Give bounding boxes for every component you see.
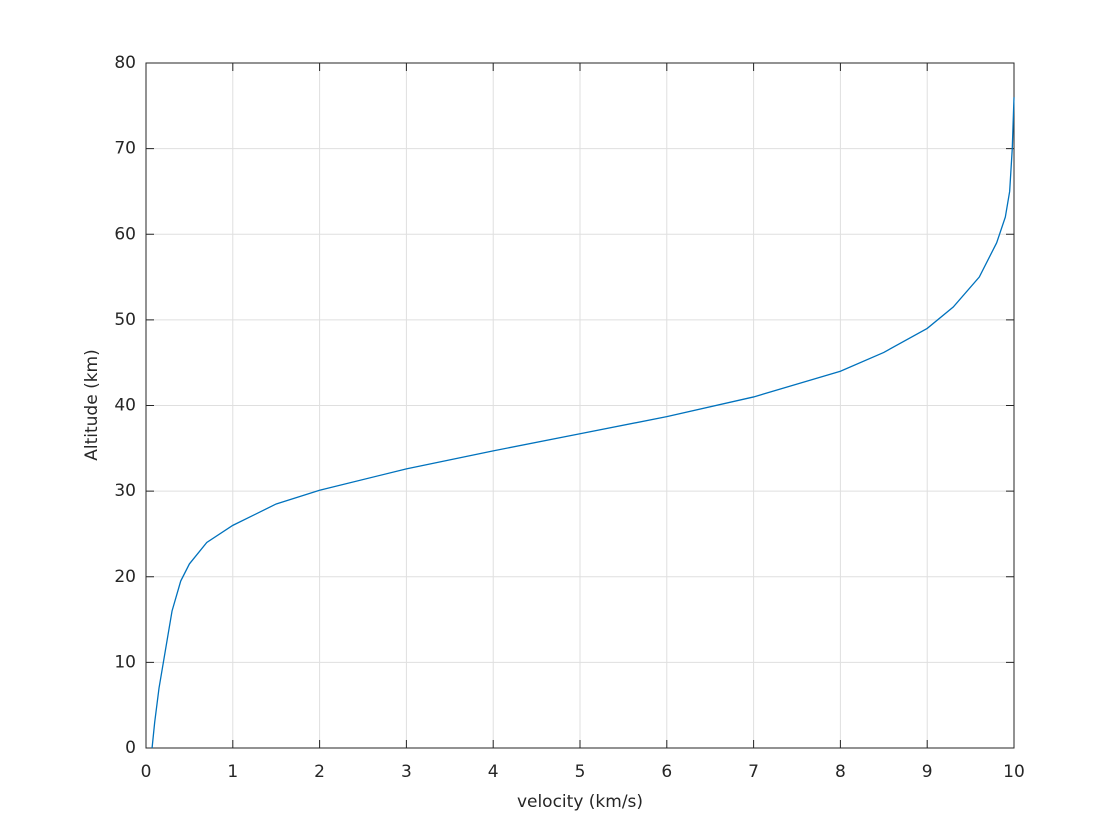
x-tick-label: 8 — [835, 762, 846, 782]
y-tick-label: 60 — [114, 224, 136, 244]
x-tick-label: 1 — [227, 762, 238, 782]
y-tick-label: 0 — [125, 738, 136, 758]
x-tick-label: 4 — [488, 762, 499, 782]
x-tick-label: 3 — [401, 762, 412, 782]
y-tick-label: 70 — [114, 139, 136, 159]
x-tick-label: 5 — [575, 762, 586, 782]
x-tick-label: 0 — [141, 762, 152, 782]
x-tick-label: 10 — [1003, 762, 1025, 782]
x-tick-label: 6 — [661, 762, 672, 782]
x-axis-label: velocity (km/s) — [517, 792, 643, 812]
y-tick-label: 30 — [114, 481, 136, 501]
y-tick-label: 10 — [114, 652, 136, 672]
plot-frame — [145, 62, 1015, 749]
y-tick-label: 50 — [114, 310, 136, 330]
x-tick-label: 9 — [922, 762, 933, 782]
y-tick-label: 40 — [114, 396, 136, 416]
y-tick-label: 80 — [114, 53, 136, 73]
y-tick-label: 20 — [114, 567, 136, 587]
x-tick-label: 7 — [748, 762, 759, 782]
y-axis-label: Altitude (km) — [82, 349, 102, 461]
x-tick-label: 2 — [314, 762, 325, 782]
data-line — [151, 97, 1015, 749]
